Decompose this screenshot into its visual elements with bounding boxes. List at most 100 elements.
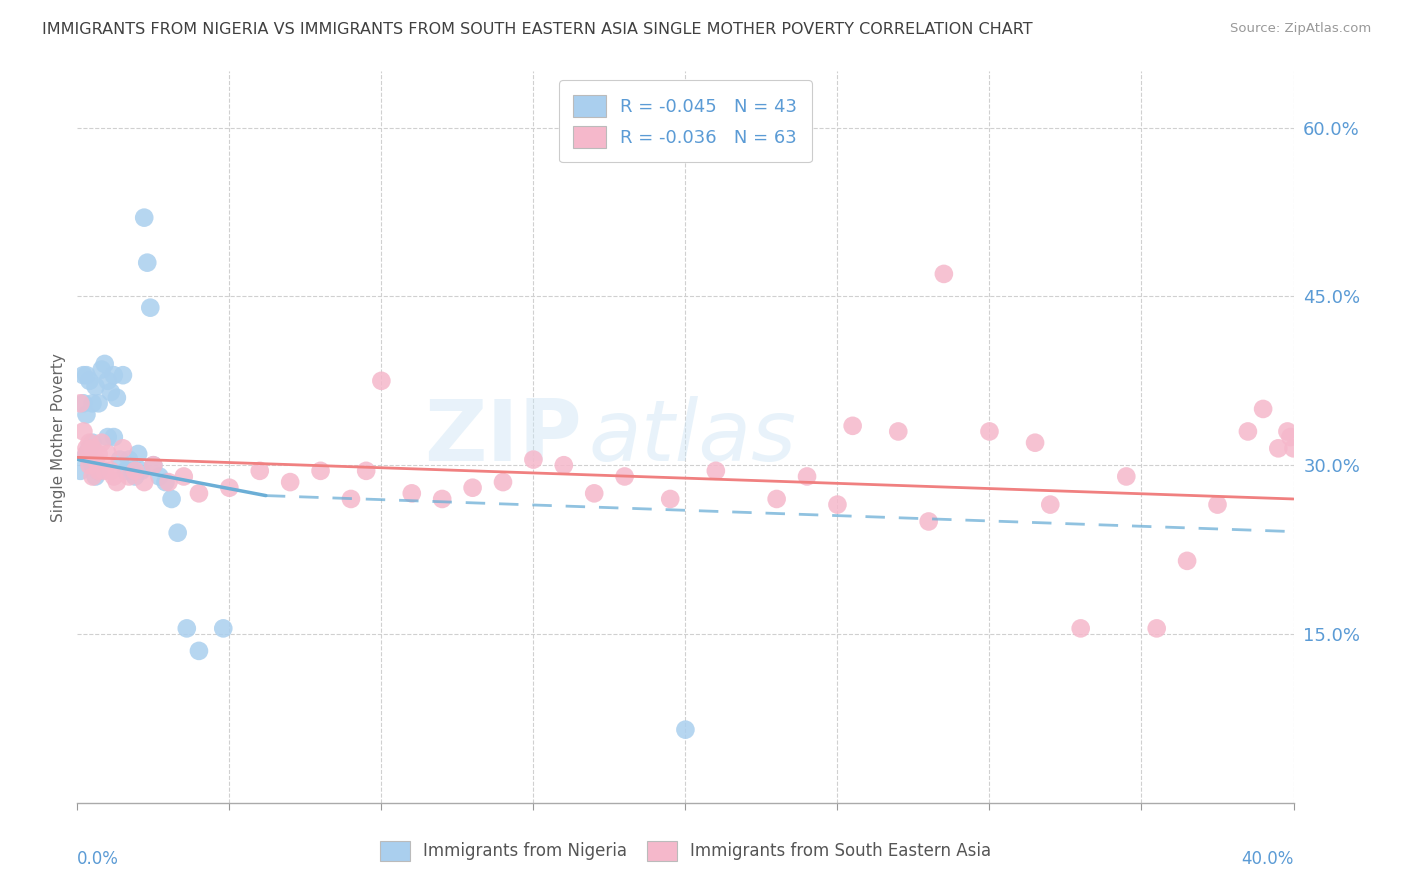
Point — [841, 418, 863, 433]
Point — [90, 362, 112, 376]
Point — [148, 469, 170, 483]
Point — [553, 458, 575, 473]
Point — [103, 368, 125, 383]
Point — [432, 491, 454, 506]
Point — [82, 442, 104, 456]
Point — [887, 425, 910, 439]
Point — [1070, 621, 1092, 635]
Point — [75, 442, 97, 456]
Point — [134, 475, 156, 489]
Point — [1175, 554, 1198, 568]
Point — [492, 475, 515, 489]
Point — [765, 491, 787, 506]
Point — [278, 475, 301, 489]
Point — [134, 211, 156, 225]
Point — [84, 379, 107, 393]
Point — [166, 525, 188, 540]
Point — [188, 486, 211, 500]
Point — [115, 464, 138, 478]
Text: 40.0%: 40.0% — [1241, 850, 1294, 868]
Point — [90, 435, 112, 450]
Text: atlas: atlas — [588, 395, 796, 479]
Point — [675, 723, 697, 737]
Point — [121, 464, 143, 478]
Point — [583, 486, 606, 500]
Point — [522, 452, 544, 467]
Point — [354, 464, 377, 478]
Point — [1024, 435, 1046, 450]
Point — [401, 486, 423, 500]
Point — [69, 396, 91, 410]
Point — [103, 469, 125, 483]
Point — [370, 374, 392, 388]
Point — [82, 435, 104, 450]
Point — [75, 368, 97, 383]
Point — [918, 515, 941, 529]
Point — [97, 374, 120, 388]
Text: ZIP: ZIP — [425, 395, 582, 479]
Point — [613, 469, 636, 483]
Point — [157, 475, 180, 489]
Point — [82, 469, 104, 483]
Point — [142, 458, 165, 473]
Point — [79, 374, 101, 388]
Point — [79, 435, 101, 450]
Point — [100, 385, 122, 400]
Legend: Immigrants from Nigeria, Immigrants from South Eastern Asia: Immigrants from Nigeria, Immigrants from… — [373, 834, 998, 868]
Point — [72, 396, 94, 410]
Point — [1277, 425, 1299, 439]
Point — [1039, 498, 1062, 512]
Point — [97, 430, 120, 444]
Point — [932, 267, 955, 281]
Point — [69, 464, 91, 478]
Point — [136, 255, 159, 269]
Point — [1146, 621, 1168, 635]
Point — [87, 464, 110, 478]
Text: 0.0%: 0.0% — [77, 850, 120, 868]
Y-axis label: Single Mother Poverty: Single Mother Poverty — [51, 352, 66, 522]
Point — [1267, 442, 1289, 456]
Point — [827, 498, 849, 512]
Point — [124, 464, 146, 478]
Point — [82, 396, 104, 410]
Point — [75, 447, 97, 461]
Point — [72, 368, 94, 383]
Point — [93, 357, 115, 371]
Point — [108, 452, 131, 467]
Point — [1251, 401, 1274, 416]
Point — [87, 396, 110, 410]
Point — [155, 475, 177, 489]
Point — [75, 447, 97, 461]
Point — [105, 475, 128, 489]
Point — [111, 368, 134, 383]
Point — [139, 301, 162, 315]
Point — [340, 491, 363, 506]
Point — [100, 464, 122, 478]
Point — [461, 481, 484, 495]
Point — [118, 452, 141, 467]
Point — [72, 425, 94, 439]
Point — [1115, 469, 1137, 483]
Point — [105, 391, 128, 405]
Point — [87, 464, 110, 478]
Point — [188, 644, 211, 658]
Point — [212, 621, 235, 635]
Point — [176, 621, 198, 635]
Point — [111, 442, 134, 456]
Point — [79, 458, 101, 473]
Point — [173, 469, 195, 483]
Point — [93, 464, 115, 478]
Text: IMMIGRANTS FROM NIGERIA VS IMMIGRANTS FROM SOUTH EASTERN ASIA SINGLE MOTHER POVE: IMMIGRANTS FROM NIGERIA VS IMMIGRANTS FR… — [42, 22, 1033, 37]
Point — [82, 458, 104, 473]
Point — [84, 469, 107, 483]
Point — [87, 447, 110, 461]
Point — [75, 408, 97, 422]
Point — [127, 447, 149, 461]
Point — [218, 481, 240, 495]
Point — [659, 491, 682, 506]
Point — [309, 464, 332, 478]
Point — [124, 469, 146, 483]
Point — [1237, 425, 1260, 439]
Point — [103, 430, 125, 444]
Point — [142, 458, 165, 473]
